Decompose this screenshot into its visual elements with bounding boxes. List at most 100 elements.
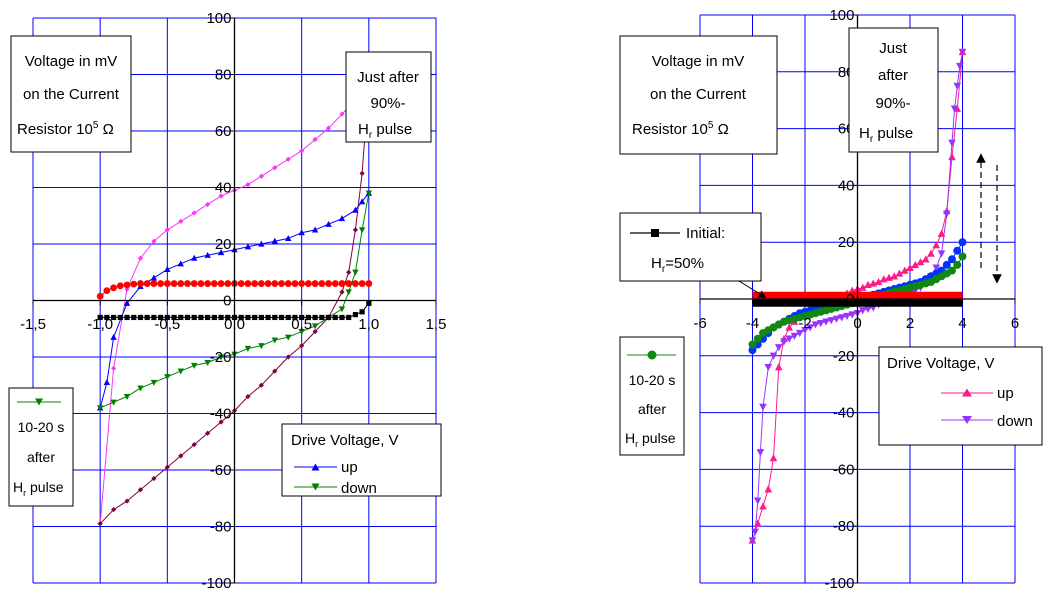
data-point-square xyxy=(131,314,137,321)
data-point-circle xyxy=(958,238,967,247)
data-point-square xyxy=(117,314,123,321)
data-point-circle xyxy=(264,280,272,287)
left-after-line1: 10-20 s xyxy=(18,419,65,435)
right-ylabel-box: Voltage in mV on the Current Resistor 10… xyxy=(619,35,778,155)
right-initial-pointer-arrow xyxy=(738,280,767,299)
data-point-triangle-up xyxy=(874,277,883,286)
data-point-triangle-down xyxy=(958,48,967,56)
data-point-diamond xyxy=(245,182,251,188)
left-ylabel-line1: Voltage in mV xyxy=(25,53,118,70)
data-point-triangle-up xyxy=(217,249,225,256)
x-tick-label: 6 xyxy=(1011,315,1019,332)
data-point-triangle-up xyxy=(352,206,359,213)
right-just-after-pulse: pulse xyxy=(873,125,913,142)
data-point-triangle-down xyxy=(96,405,104,412)
data-point-circle xyxy=(96,292,104,300)
data-point-circle xyxy=(304,280,312,287)
data-point-circle xyxy=(278,280,285,287)
right-ylabel-base: Resistor 10 xyxy=(632,121,708,138)
y-tick-label: 40 xyxy=(838,177,855,194)
data-point-circle xyxy=(197,280,205,287)
data-point-triangle-up xyxy=(916,258,925,266)
data-point-circle xyxy=(271,280,279,287)
data-point-triangle-down xyxy=(164,374,171,381)
data-point-square xyxy=(144,314,150,321)
data-point-circle xyxy=(163,280,171,287)
data-point-diamond xyxy=(312,136,318,143)
data-point-circle xyxy=(748,340,757,349)
y-tick-label: -60 xyxy=(210,462,232,479)
data-point-circle xyxy=(942,260,951,269)
y-tick-label: -20 xyxy=(833,348,855,365)
data-point-triangle-down xyxy=(790,332,799,340)
data-point-circle xyxy=(331,280,339,287)
data-point-triangle-up xyxy=(895,269,904,277)
right-initial-sub: r xyxy=(662,264,666,275)
y-tick-label: -100 xyxy=(201,575,231,590)
data-point-triangle-up xyxy=(271,237,278,244)
data-point-circle xyxy=(110,284,117,292)
y-tick-label: -40 xyxy=(833,405,855,422)
data-point-circle xyxy=(345,280,353,287)
x-tick-label: 1,5 xyxy=(426,316,447,333)
data-point-square xyxy=(332,314,338,321)
data-point-circle xyxy=(291,280,299,287)
data-point-triangle-down xyxy=(365,190,373,197)
data-point-triangle-up xyxy=(858,283,867,291)
right-initial-h: H xyxy=(651,255,662,272)
data-point-triangle-down xyxy=(858,307,867,315)
data-point-triangle-up xyxy=(285,234,292,241)
left-legend-down-label: down xyxy=(341,480,377,497)
data-point-square xyxy=(218,314,224,321)
data-point-triangle-down xyxy=(271,337,278,344)
data-point-triangle-up xyxy=(325,220,332,227)
data-point-diamond xyxy=(285,156,291,162)
y-tick-label: -40 xyxy=(210,406,232,423)
data-point-diamond xyxy=(346,269,352,275)
left-after-sub: r xyxy=(23,488,26,498)
data-point-circle xyxy=(103,287,111,295)
data-point-circle xyxy=(352,280,359,287)
data-point-triangle-down xyxy=(110,399,117,406)
right-initial-line1: Initial: xyxy=(686,225,725,242)
data-point-diamond xyxy=(218,193,224,199)
data-point-diamond xyxy=(285,354,291,360)
data-point-diamond xyxy=(151,238,157,244)
data-point-triangle-down xyxy=(244,345,252,352)
data-point-triangle-down xyxy=(258,343,265,350)
data-point-diamond xyxy=(111,506,117,513)
data-point-diamond xyxy=(312,328,318,335)
data-point-diamond xyxy=(124,498,130,504)
data-point-circle xyxy=(204,280,212,287)
data-point-diamond xyxy=(272,368,278,374)
data-point-circle xyxy=(284,280,292,287)
data-point-diamond xyxy=(299,148,305,154)
data-point-circle xyxy=(358,280,366,287)
right-just-after-box: Just after 90%- Hr pulse xyxy=(848,27,939,153)
data-point-diamond xyxy=(272,165,278,171)
data-point-triangle-down xyxy=(780,338,788,346)
data-point-square xyxy=(111,314,117,321)
data-point-circle xyxy=(184,280,191,287)
data-point-triangle-down xyxy=(942,210,951,218)
data-point-triangle-up xyxy=(123,299,131,306)
data-point-square xyxy=(265,314,271,321)
data-point-triangle-up xyxy=(191,254,198,261)
x-tick-label: -1,0 xyxy=(87,316,113,333)
data-point-circle xyxy=(298,280,306,287)
data-point-triangle-down xyxy=(191,362,198,369)
data-point-triangle-down xyxy=(748,537,757,545)
data-point-circle xyxy=(311,280,319,287)
x-tick-label: 0,5 xyxy=(291,316,312,333)
data-point-triangle-down xyxy=(345,289,352,296)
data-point-square xyxy=(164,314,170,321)
data-point-triangle-down xyxy=(177,368,184,375)
data-point-square xyxy=(171,314,177,321)
data-point-diamond xyxy=(218,419,224,425)
data-point-square xyxy=(272,314,278,321)
data-point-circle xyxy=(217,280,225,287)
data-point-triangle-up xyxy=(785,323,794,331)
data-point-circle xyxy=(759,329,767,338)
x-tick-label: 0,0 xyxy=(224,316,245,333)
left-just-after-line3: Hr pulse xyxy=(358,121,412,141)
